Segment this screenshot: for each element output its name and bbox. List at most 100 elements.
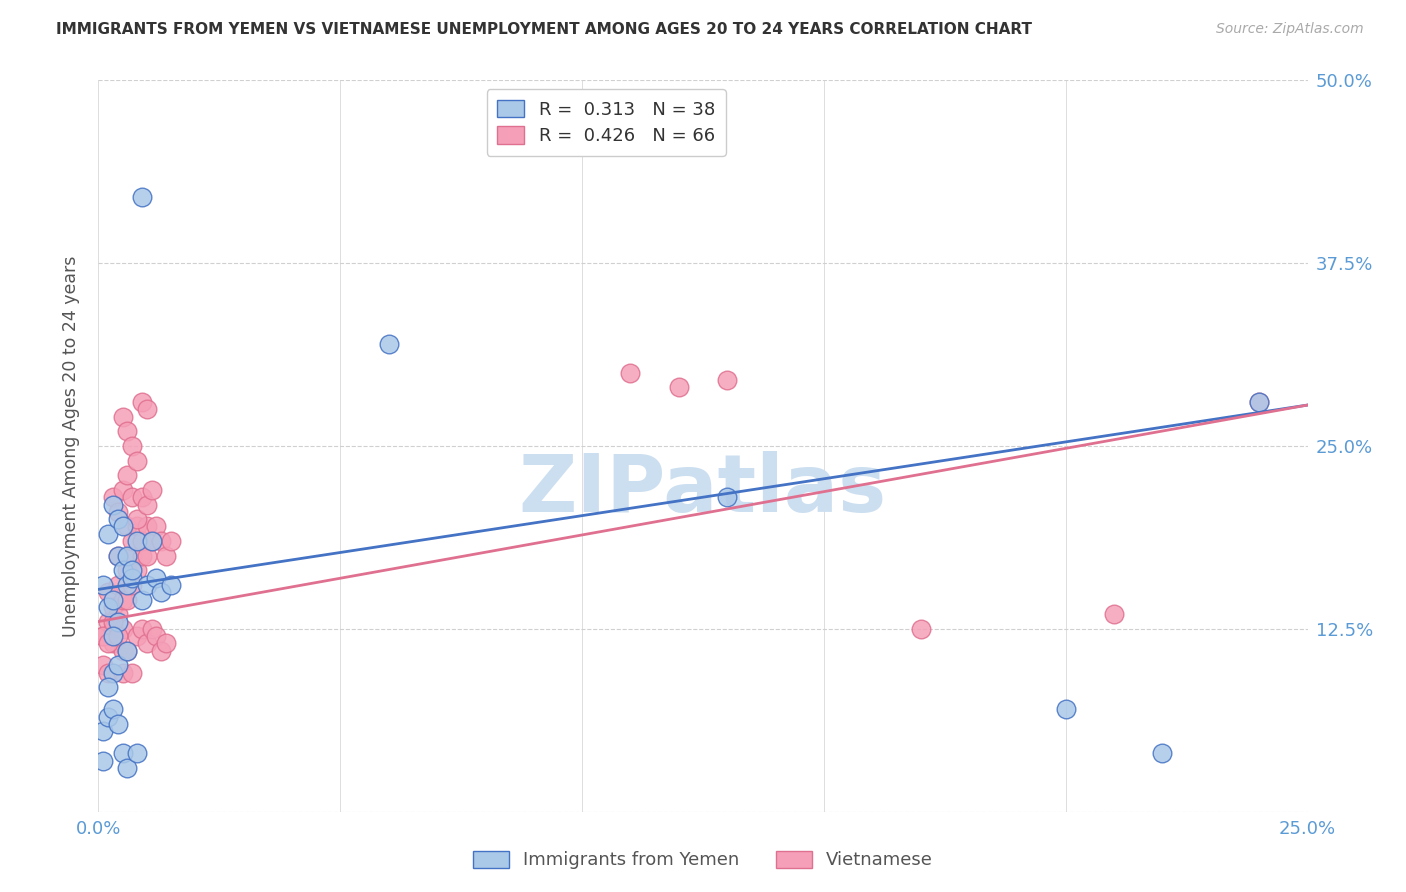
Text: Source: ZipAtlas.com: Source: ZipAtlas.com <box>1216 22 1364 37</box>
Point <box>131 190 153 204</box>
Point <box>127 629 149 643</box>
Point <box>668 380 690 394</box>
Point <box>101 636 124 650</box>
Point <box>117 578 139 592</box>
Point <box>91 724 114 739</box>
Point <box>619 366 641 380</box>
Point <box>145 519 167 533</box>
Point <box>141 534 163 549</box>
Point <box>121 563 143 577</box>
Point <box>135 636 157 650</box>
Point <box>91 658 114 673</box>
Point <box>716 373 738 387</box>
Point <box>97 709 120 723</box>
Point <box>101 629 124 643</box>
Point <box>107 549 129 563</box>
Point <box>135 402 157 417</box>
Point <box>101 490 124 504</box>
Point <box>107 615 129 629</box>
Point <box>131 395 153 409</box>
Legend: Immigrants from Yemen, Vietnamese: Immigrants from Yemen, Vietnamese <box>464 842 942 879</box>
Point <box>150 644 173 658</box>
Point <box>135 578 157 592</box>
Point <box>141 622 163 636</box>
Point <box>101 665 124 680</box>
Point <box>131 592 153 607</box>
Point <box>97 585 120 599</box>
Point <box>145 629 167 643</box>
Point <box>101 622 124 636</box>
Point <box>101 599 124 614</box>
Point <box>127 746 149 760</box>
Legend: R =  0.313   N = 38, R =  0.426   N = 66: R = 0.313 N = 38, R = 0.426 N = 66 <box>486 89 725 156</box>
Point <box>131 549 153 563</box>
Point <box>101 592 124 607</box>
Point <box>97 681 120 695</box>
Point <box>131 622 153 636</box>
Point <box>121 571 143 585</box>
Point <box>121 549 143 563</box>
Point <box>117 644 139 658</box>
Point <box>91 629 114 643</box>
Point <box>117 549 139 563</box>
Point <box>97 636 120 650</box>
Point <box>150 585 173 599</box>
Point <box>127 453 149 467</box>
Point <box>111 644 134 658</box>
Point <box>107 505 129 519</box>
Point <box>111 746 134 760</box>
Point <box>117 468 139 483</box>
Point <box>131 490 153 504</box>
Point <box>117 592 139 607</box>
Point <box>1249 395 1271 409</box>
Point <box>117 425 139 439</box>
Point <box>117 644 139 658</box>
Point <box>101 498 124 512</box>
Point <box>160 534 183 549</box>
Point <box>91 578 114 592</box>
Point <box>91 754 114 768</box>
Point <box>160 578 183 592</box>
Point <box>107 578 129 592</box>
Point <box>127 519 149 533</box>
Point <box>121 665 143 680</box>
Point <box>107 717 129 731</box>
Point <box>97 615 120 629</box>
Point <box>101 615 124 629</box>
Point <box>107 658 129 673</box>
Point <box>1249 395 1271 409</box>
Point <box>1054 702 1077 716</box>
Point <box>107 607 129 622</box>
Point <box>111 563 134 577</box>
Text: ZIPatlas: ZIPatlas <box>519 450 887 529</box>
Point <box>131 534 153 549</box>
Point <box>121 578 143 592</box>
Point <box>150 534 173 549</box>
Point <box>155 549 177 563</box>
Point <box>127 512 149 526</box>
Point <box>121 439 143 453</box>
Point <box>111 592 134 607</box>
Point <box>101 702 124 716</box>
Point <box>1102 607 1125 622</box>
Point <box>97 526 120 541</box>
Point <box>111 409 134 424</box>
Point <box>135 498 157 512</box>
Point <box>107 549 129 563</box>
Point <box>107 629 129 643</box>
Point <box>111 483 134 497</box>
Point <box>117 519 139 533</box>
Point <box>141 483 163 497</box>
Point <box>910 622 932 636</box>
Point <box>145 571 167 585</box>
Point <box>117 563 139 577</box>
Point <box>91 629 114 643</box>
Point <box>377 336 399 351</box>
Point <box>111 519 134 533</box>
Point <box>121 490 143 504</box>
Point <box>127 563 149 577</box>
Point <box>111 622 134 636</box>
Point <box>97 665 120 680</box>
Point <box>1152 746 1174 760</box>
Point <box>107 512 129 526</box>
